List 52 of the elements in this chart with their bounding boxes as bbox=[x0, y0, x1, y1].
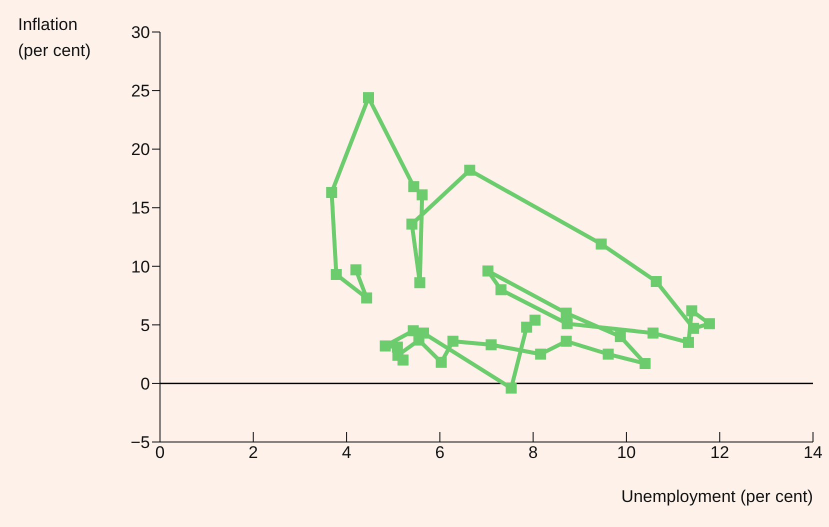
point bbox=[535, 348, 546, 360]
point bbox=[482, 265, 494, 276]
point bbox=[495, 284, 506, 296]
y-tick-label: 15 bbox=[131, 198, 150, 218]
x-tick-label: 12 bbox=[710, 443, 730, 462]
point bbox=[330, 268, 342, 280]
point bbox=[361, 292, 372, 304]
point bbox=[530, 314, 541, 326]
y-tick-label: 5 bbox=[140, 316, 150, 335]
point bbox=[560, 336, 572, 347]
point bbox=[596, 238, 607, 250]
point bbox=[648, 328, 659, 339]
x-tick-label: 8 bbox=[528, 443, 538, 462]
point bbox=[447, 336, 458, 347]
point bbox=[408, 181, 420, 192]
y-tick-label: −5 bbox=[130, 433, 150, 452]
y-tick-label: 0 bbox=[140, 374, 150, 394]
point bbox=[486, 339, 497, 350]
point bbox=[704, 318, 715, 330]
point bbox=[602, 348, 614, 360]
point bbox=[350, 264, 362, 276]
point bbox=[406, 218, 418, 230]
point bbox=[640, 358, 651, 370]
point bbox=[416, 189, 428, 200]
x-tick-label: 2 bbox=[248, 443, 258, 462]
point bbox=[436, 356, 447, 368]
point bbox=[650, 276, 662, 288]
point bbox=[408, 325, 419, 336]
point bbox=[682, 336, 694, 348]
y-axis-title: Inflation (per cent) bbox=[18, 15, 91, 60]
point bbox=[562, 318, 573, 330]
point bbox=[380, 340, 391, 352]
x-tick-label: 6 bbox=[435, 443, 445, 462]
point bbox=[506, 382, 517, 394]
point bbox=[686, 305, 698, 316]
point bbox=[326, 186, 338, 198]
x-tick-label: 4 bbox=[342, 443, 352, 462]
point bbox=[521, 322, 532, 333]
point bbox=[688, 322, 700, 334]
y-tick-label: 30 bbox=[131, 23, 150, 42]
point bbox=[414, 277, 426, 288]
y-tick-label: 10 bbox=[131, 257, 150, 276]
x-tick-label: 14 bbox=[804, 443, 822, 462]
x-tick-label: 0 bbox=[155, 443, 165, 462]
x-tick-label: 10 bbox=[616, 443, 636, 462]
y-tick-label: 20 bbox=[131, 140, 150, 160]
y-tick-label: 25 bbox=[131, 82, 150, 101]
point bbox=[464, 164, 476, 176]
x-axis-title: Unemployment (per cent) bbox=[621, 487, 813, 506]
point bbox=[362, 92, 374, 104]
point bbox=[614, 331, 626, 342]
point bbox=[560, 308, 572, 319]
